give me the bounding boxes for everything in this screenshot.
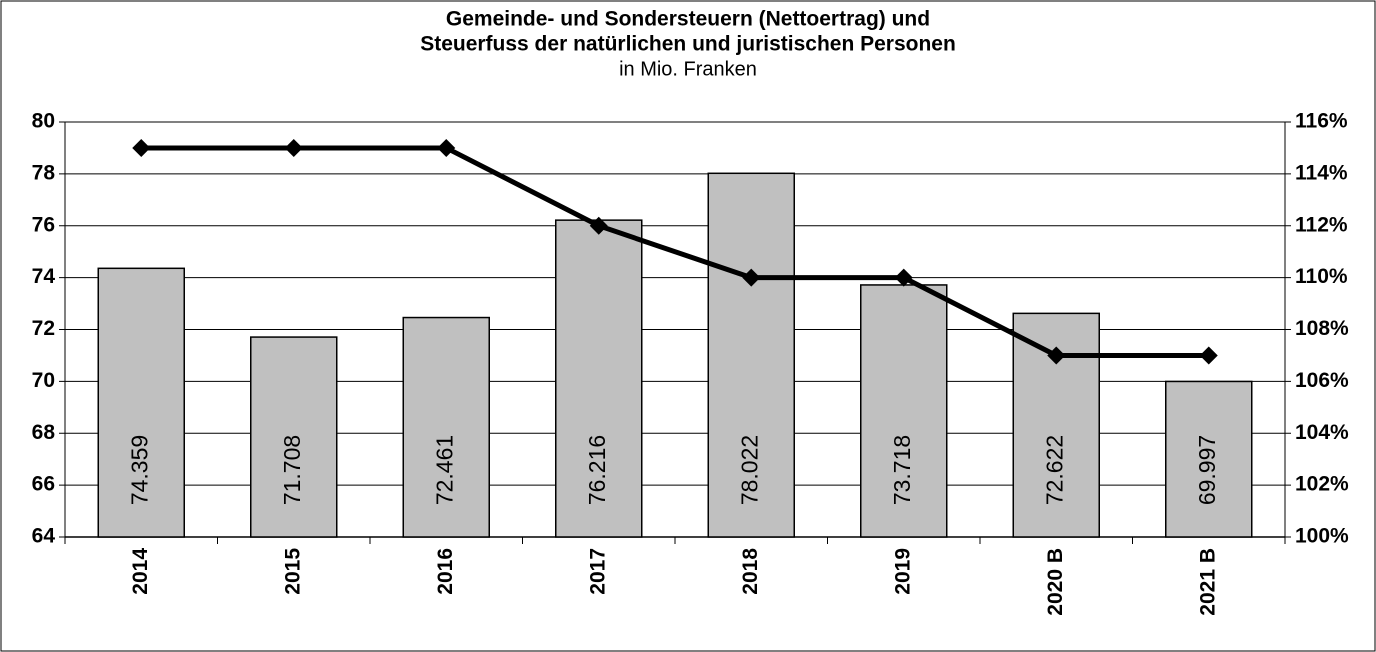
value-label: 71.708 — [279, 435, 305, 505]
value-label: 69.997 — [1194, 435, 1220, 505]
y2-tick-label: 104% — [1295, 421, 1349, 444]
y-tick-label: 76 — [32, 213, 55, 236]
y2-tick-label: 114% — [1295, 161, 1348, 184]
bar — [860, 284, 948, 538]
y-tick-label: 66 — [32, 473, 55, 496]
y2-tick-label: 100% — [1295, 525, 1349, 548]
value-label: 74.359 — [126, 435, 152, 505]
value-label: 78.022 — [736, 435, 762, 505]
y-tick-label: 78 — [32, 161, 56, 184]
y-tick-label: 70 — [32, 369, 55, 392]
line-marker — [1199, 346, 1218, 365]
value-label: 76.216 — [584, 435, 610, 505]
x-tick-label: 2019 — [891, 548, 914, 595]
chart-subtitle: in Mio. Franken — [619, 58, 757, 80]
y2-tick-label: 110% — [1295, 265, 1348, 288]
line-marker — [894, 268, 913, 287]
value-label: 73.718 — [889, 435, 915, 505]
bar — [707, 172, 795, 538]
y2-tick-label: 112% — [1295, 213, 1348, 236]
value-label: 72.622 — [1041, 435, 1067, 505]
y2-tick-label: 108% — [1295, 317, 1349, 340]
bar — [250, 336, 338, 538]
y-tick-label: 74 — [32, 265, 56, 288]
bar — [97, 267, 185, 538]
y-tick-label: 80 — [32, 110, 55, 133]
x-tick-label: 2020 B — [1044, 548, 1067, 616]
line-series — [141, 145, 1209, 358]
chart-title: Steuerfuss der natürlichen und juristisc… — [420, 33, 956, 56]
line-marker — [284, 138, 303, 157]
y2-tick-label: 106% — [1295, 369, 1349, 392]
bar — [1165, 380, 1253, 538]
y-tick-label: 68 — [32, 421, 56, 444]
bar — [402, 316, 490, 538]
x-tick-label: 2017 — [586, 548, 609, 595]
line-marker — [589, 216, 608, 235]
line-marker — [1047, 346, 1066, 365]
x-tick-label: 2014 — [129, 548, 152, 595]
x-tick-label: 2021 B — [1196, 548, 1219, 616]
y-tick-label: 72 — [32, 317, 55, 340]
chart-title: Gemeinde- und Sondersteuern (Nettoertrag… — [446, 8, 930, 31]
line-marker — [132, 138, 151, 157]
value-label: 72.461 — [431, 435, 457, 505]
line-marker — [437, 138, 456, 157]
y2-tick-label: 116% — [1295, 110, 1348, 133]
bar — [555, 219, 643, 538]
x-tick-label: 2016 — [434, 548, 457, 595]
x-tick-label: 2015 — [281, 548, 304, 595]
y2-tick-label: 102% — [1295, 473, 1349, 496]
x-tick-label: 2018 — [739, 548, 762, 595]
y-tick-label: 64 — [32, 525, 56, 548]
line-marker — [742, 268, 761, 287]
